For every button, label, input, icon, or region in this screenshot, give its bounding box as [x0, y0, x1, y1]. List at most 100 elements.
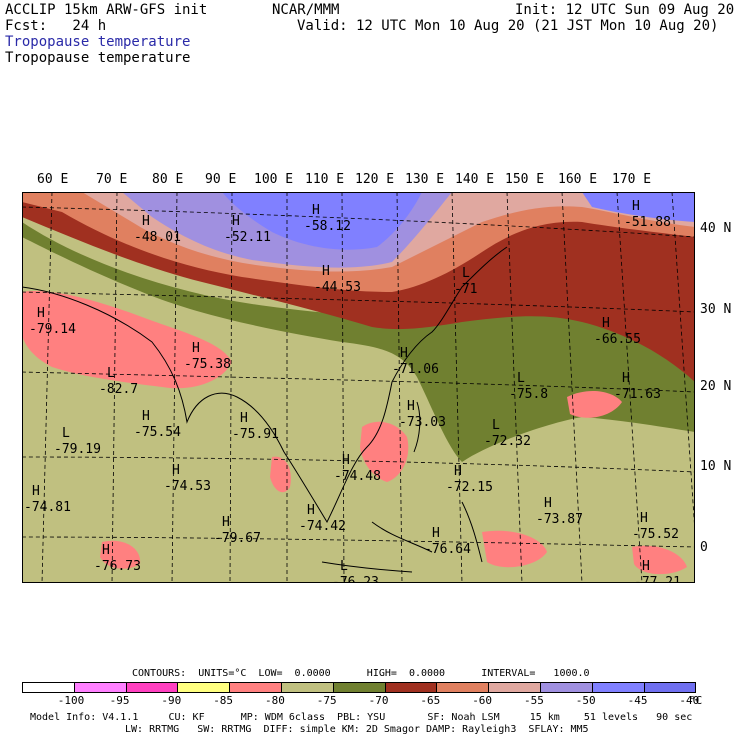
extremum-value: -75.91 [232, 427, 279, 442]
map-frame [22, 192, 695, 583]
extremum-value: -71.63 [614, 387, 661, 402]
high-marker: H [544, 496, 552, 511]
model-title: ACCLIP 15km ARW-GFS init [5, 2, 208, 18]
colorbar-tick-label: -75 [316, 694, 337, 707]
extremum-value: -66.55 [594, 332, 641, 347]
shade-band-45-40 [222, 192, 422, 250]
extremum-value: -76.64 [424, 542, 471, 557]
lat-label: 40 N [700, 221, 732, 236]
colorbar-swatch [332, 682, 386, 693]
low-marker: L [462, 266, 470, 281]
field-title-shaded: Tropopause temperature [5, 34, 191, 50]
extremum-value: -79.19 [54, 442, 101, 457]
high-marker: H [232, 214, 240, 229]
colorbar-tick-label: -95 [109, 694, 130, 707]
extremum-value: -75.54 [134, 425, 181, 440]
colorbar-tick-label: -45 [627, 694, 648, 707]
high-marker: H [37, 306, 45, 321]
high-marker: H [32, 484, 40, 499]
extremum-value: -75.38 [184, 357, 231, 372]
colorbar-swatch [436, 682, 490, 693]
shade-band-80-75 [632, 545, 687, 575]
colorbar-tick-label: -80 [265, 694, 285, 707]
extremum-value: -73.87 [536, 512, 583, 527]
low-marker: L [340, 559, 348, 574]
high-marker: H [142, 409, 150, 424]
lon-label: 90 E [205, 172, 237, 187]
low-marker: L [517, 371, 525, 386]
high-marker: H [407, 399, 415, 414]
colorbar-unit: °C [689, 694, 703, 707]
colorbar-tick-label: -90 [161, 694, 182, 707]
lat-label: 10 N [700, 459, 732, 474]
lon-label: 100 E [254, 172, 294, 187]
high-marker: H [142, 214, 150, 229]
lon-label: 130 E [405, 172, 445, 187]
shade-band-80-75 [100, 540, 141, 569]
lat-label: 30 N [700, 302, 732, 317]
colorbar-swatch [281, 682, 334, 693]
graticule [22, 192, 695, 583]
extremum-value: -72.15 [446, 480, 493, 495]
high-marker: H [400, 346, 408, 361]
colorbar-tick-label: -100 [57, 694, 85, 707]
shade-band-80-75 [482, 530, 547, 568]
shade-band-80-75 [270, 456, 291, 493]
extremum-value: -76.73 [94, 559, 141, 574]
lon-label: 150 E [505, 172, 545, 187]
extremum-value: -51.88 [624, 215, 671, 230]
extremum-value: -79.14 [29, 322, 76, 337]
colorbar-swatch [591, 682, 645, 693]
contours-info: CONTOURS: UNITS=°C LOW= 0.0000 HIGH= 0.0… [132, 668, 590, 679]
colorbar-swatch [540, 682, 593, 693]
colorbar-swatch [488, 682, 541, 693]
colorbar-swatch [22, 682, 75, 693]
extremum-value: -74.81 [24, 500, 71, 515]
colorbar-swatch [73, 682, 127, 693]
low-marker: L [107, 366, 115, 381]
colorbar-tick-label: -85 [213, 694, 234, 707]
lon-label: 60 E [37, 172, 69, 187]
lon-label: 110 E [305, 172, 345, 187]
high-marker: H [222, 515, 230, 530]
colorbar-tick-label: -50 [575, 694, 596, 707]
colorbar-swatch [643, 682, 697, 693]
high-marker: H [454, 464, 462, 479]
extremum-value: -74.48 [334, 469, 381, 484]
high-marker: H [622, 371, 630, 386]
low-marker: L [492, 418, 500, 433]
model-info-line1: Model Info: V4.1.1 CU: KF MP: WDM 6class… [30, 712, 693, 723]
model-info-line2: LW: RRTMG SW: RRTMG DIFF: simple KM: 2D … [125, 724, 589, 735]
extremum-value: -76.23 [332, 575, 379, 583]
lon-label: 170 E [612, 172, 652, 187]
extremum-value: -75.8 [509, 387, 548, 402]
colorbar-tick-label: -70 [368, 694, 389, 707]
extremum-value: -58.12 [304, 219, 351, 234]
high-marker: H [312, 203, 320, 218]
extremum-value: -48.01 [134, 230, 181, 245]
colorbar-tick-label: -60 [472, 694, 493, 707]
extremum-value: -71 [454, 282, 477, 297]
shade-band-80-75 [22, 291, 232, 389]
high-marker: H [172, 463, 180, 478]
shade-band-45-40 [582, 192, 695, 222]
extremum-value: -82.7 [99, 382, 138, 397]
shade-band-80-75 [567, 390, 622, 418]
high-marker: H [307, 503, 315, 518]
low-marker: L [62, 426, 70, 441]
high-marker: H [632, 199, 640, 214]
forecast-hour: Fcst: 24 h [5, 18, 107, 34]
shade-band-80-75 [360, 421, 409, 482]
coastline [22, 246, 508, 573]
colorbar-tick-label: -65 [420, 694, 441, 707]
lon-label: 140 E [455, 172, 495, 187]
tropopause-temperature-map: H-48.01H-52.11H-58.12H-44.53H-51.88L-71H… [22, 192, 695, 583]
colorbar-swatch [125, 682, 179, 693]
high-marker: H [342, 453, 350, 468]
extremum-value: -44.53 [314, 280, 361, 295]
organization: NCAR/MMM [272, 2, 340, 18]
extremum-value: -72.32 [484, 434, 531, 449]
high-marker: H [192, 341, 200, 356]
init-time: Init: 12 UTC Sun 09 Aug 20 [515, 2, 735, 18]
valid-time: Valid: 12 UTC Mon 10 Aug 20 (21 JST Mon … [297, 18, 719, 34]
